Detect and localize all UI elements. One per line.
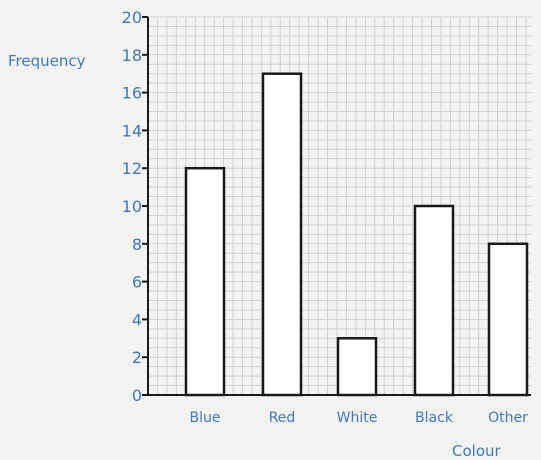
y-tick-label: 10	[122, 197, 142, 216]
bar-black	[413, 204, 455, 397]
x-axis-title: Colour	[452, 442, 502, 460]
bar-blue	[184, 166, 226, 397]
bar-other	[487, 242, 529, 397]
y-tick-label: 2	[132, 348, 142, 367]
x-category-label: White	[337, 410, 378, 426]
bar-red	[261, 72, 303, 397]
bar-white	[336, 337, 378, 397]
y-tick-label: 20	[122, 8, 142, 27]
y-axis-title: Frequency	[8, 52, 86, 70]
y-tick-label: 6	[132, 273, 142, 292]
y-tick-label: 0	[132, 386, 142, 405]
x-category-label: Blue	[190, 410, 221, 426]
y-tick-label: 12	[122, 159, 142, 178]
y-tick-label: 4	[132, 310, 142, 329]
y-tick-label: 18	[122, 46, 142, 65]
y-tick-label: 16	[122, 84, 142, 103]
x-category-label: Red	[269, 410, 296, 426]
x-category-label: Black	[415, 410, 454, 426]
x-category-label: Other	[488, 410, 528, 426]
x-category-labels: Blue Red White Black Other	[190, 410, 529, 426]
y-tick-label: 14	[122, 121, 142, 140]
y-ticks: 0 2 4 6 8 10 12 14 16 18 20	[122, 8, 148, 405]
y-tick-label: 8	[132, 235, 142, 254]
